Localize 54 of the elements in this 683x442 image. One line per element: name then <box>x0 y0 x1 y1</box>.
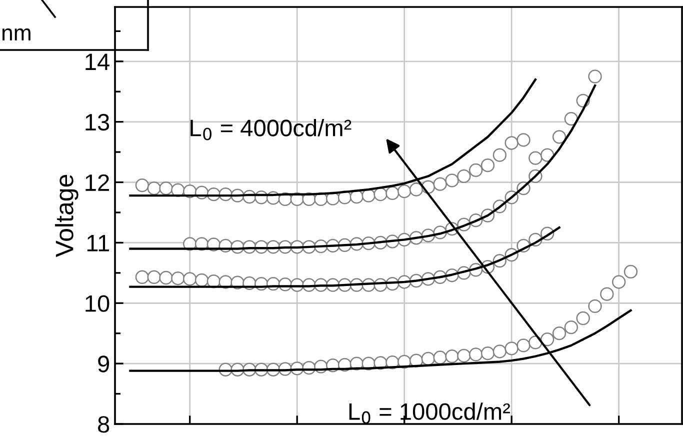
point <box>457 169 471 184</box>
point <box>504 342 518 356</box>
point <box>147 181 161 196</box>
y-tick-label: 10 <box>86 295 110 312</box>
point <box>528 151 542 165</box>
point <box>159 270 173 285</box>
y-tick-label: 11 <box>87 235 109 252</box>
point <box>433 177 447 191</box>
point <box>492 344 507 358</box>
point <box>135 270 150 284</box>
point <box>588 299 602 313</box>
y-tick-label: 8 <box>98 416 110 433</box>
point <box>516 133 530 147</box>
y-axis-title: Voltage <box>55 174 78 258</box>
point <box>564 320 578 334</box>
point <box>492 148 507 162</box>
point <box>600 287 614 301</box>
point <box>147 270 161 284</box>
point <box>409 182 424 196</box>
point <box>433 350 447 364</box>
y-tick-label: 13 <box>86 114 110 131</box>
y-tick-label: 12 <box>86 174 109 191</box>
point <box>421 352 436 366</box>
point <box>159 181 173 196</box>
point <box>552 326 566 340</box>
point <box>445 174 459 188</box>
point <box>480 158 495 172</box>
point <box>386 186 400 200</box>
point <box>552 130 566 144</box>
annotation: L$_{0}$ = 4000cd/m² <box>190 119 352 140</box>
point <box>398 184 412 198</box>
point <box>445 349 459 364</box>
point <box>564 112 578 126</box>
point <box>588 70 602 84</box>
point <box>624 264 638 279</box>
point <box>469 163 483 178</box>
point <box>457 348 471 363</box>
point <box>612 275 626 289</box>
point <box>540 148 554 162</box>
y-tick-label: 14 <box>86 54 110 70</box>
text: nm <box>2 28 30 40</box>
y-tick-label: 9 <box>98 356 110 372</box>
point <box>540 332 554 346</box>
point <box>504 136 518 150</box>
point <box>576 311 590 326</box>
point <box>469 348 483 362</box>
point <box>135 178 150 192</box>
point <box>171 272 185 286</box>
point <box>374 188 388 202</box>
point <box>480 346 495 360</box>
point <box>183 272 197 286</box>
annotation: L$_{0}$ = 1000cd/m² <box>349 402 510 424</box>
point <box>516 338 530 352</box>
point <box>194 273 209 287</box>
